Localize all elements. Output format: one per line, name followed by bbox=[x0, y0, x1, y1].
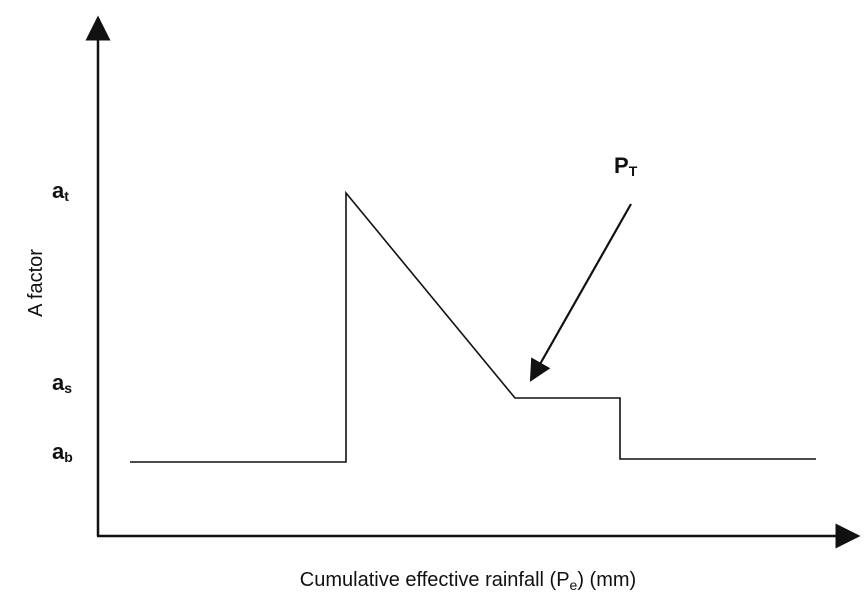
annotation: PT bbox=[614, 153, 638, 179]
x-label-sub: e bbox=[570, 577, 578, 593]
level-sub: s bbox=[64, 380, 72, 396]
level-sub: b bbox=[64, 449, 73, 465]
a-factor-curve bbox=[130, 190, 816, 463]
level-main: a bbox=[52, 439, 65, 464]
annotation-main: P bbox=[614, 153, 629, 178]
x-label-part: ) (mm) bbox=[577, 569, 636, 591]
level-sub: t bbox=[64, 188, 69, 204]
pt-arrow bbox=[529, 203, 632, 382]
level-label: as bbox=[52, 370, 72, 396]
level-main: a bbox=[52, 370, 65, 395]
level-label: ab bbox=[52, 439, 73, 465]
x-axis-label: Cumulative effective rainfall (Pe) (mm) bbox=[300, 569, 636, 593]
annotation-sub: T bbox=[629, 163, 638, 179]
x-label-part: Cumulative effective rainfall (P bbox=[300, 569, 570, 591]
level-main: a bbox=[52, 178, 65, 203]
level-label: at bbox=[52, 178, 69, 204]
y-axis-label: A factor bbox=[25, 249, 47, 317]
